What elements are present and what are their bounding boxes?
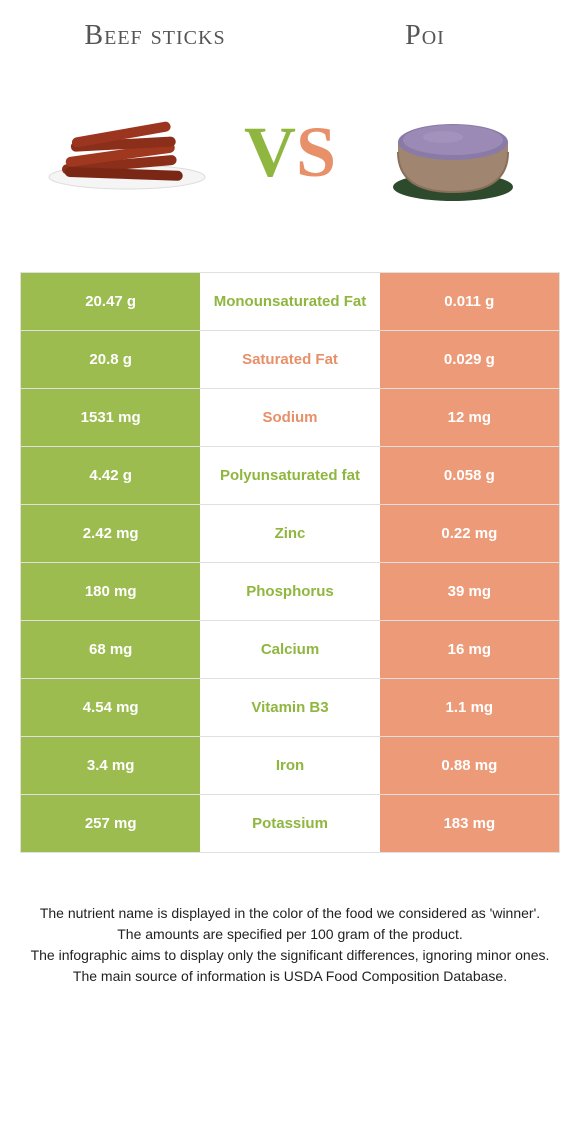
value-right: 0.058 g — [380, 447, 559, 504]
food-title-right: Poi — [290, 20, 560, 52]
vs-s: S — [296, 112, 336, 192]
value-left: 3.4 mg — [21, 737, 200, 794]
images-row: VS — [0, 62, 580, 242]
nutrient-row: 1531 mgSodium12 mg — [21, 388, 559, 446]
value-left: 68 mg — [21, 621, 200, 678]
nutrient-row: 20.8 gSaturated Fat0.029 g — [21, 330, 559, 388]
value-right: 0.011 g — [380, 273, 559, 330]
value-right: 16 mg — [380, 621, 559, 678]
nutrient-label: Iron — [200, 737, 379, 794]
food-title-left: Beef sticks — [20, 20, 290, 52]
value-left: 4.42 g — [21, 447, 200, 504]
nutrient-table: 20.47 gMonounsaturated Fat0.011 g20.8 gS… — [20, 272, 560, 853]
nutrient-label: Calcium — [200, 621, 379, 678]
nutrient-label: Polyunsaturated fat — [200, 447, 379, 504]
nutrient-label: Saturated Fat — [200, 331, 379, 388]
beef-sticks-image — [20, 82, 234, 222]
footnote-line: The nutrient name is displayed in the co… — [20, 903, 560, 924]
value-left: 180 mg — [21, 563, 200, 620]
nutrient-row: 20.47 gMonounsaturated Fat0.011 g — [21, 272, 559, 330]
value-left: 4.54 mg — [21, 679, 200, 736]
nutrient-label: Zinc — [200, 505, 379, 562]
nutrient-row: 257 mgPotassium183 mg — [21, 794, 559, 852]
nutrient-label: Potassium — [200, 795, 379, 852]
nutrient-label: Monounsaturated Fat — [200, 273, 379, 330]
nutrient-label: Phosphorus — [200, 563, 379, 620]
value-right: 39 mg — [380, 563, 559, 620]
footnotes: The nutrient name is displayed in the co… — [0, 873, 580, 1047]
nutrient-row: 4.54 mgVitamin B31.1 mg — [21, 678, 559, 736]
vs-v: V — [244, 112, 296, 192]
value-right: 12 mg — [380, 389, 559, 446]
footnote-line: The main source of information is USDA F… — [20, 966, 560, 987]
footnote-line: The infographic aims to display only the… — [20, 945, 560, 966]
value-left: 1531 mg — [21, 389, 200, 446]
value-left: 257 mg — [21, 795, 200, 852]
nutrient-row: 180 mgPhosphorus39 mg — [21, 562, 559, 620]
footnote-line: The amounts are specified per 100 gram o… — [20, 924, 560, 945]
value-right: 183 mg — [380, 795, 559, 852]
value-left: 20.8 g — [21, 331, 200, 388]
value-right: 0.22 mg — [380, 505, 559, 562]
value-right: 1.1 mg — [380, 679, 559, 736]
nutrient-row: 68 mgCalcium16 mg — [21, 620, 559, 678]
nutrient-label: Vitamin B3 — [200, 679, 379, 736]
value-right: 0.029 g — [380, 331, 559, 388]
nutrient-row: 4.42 gPolyunsaturated fat0.058 g — [21, 446, 559, 504]
nutrient-row: 2.42 mgZinc0.22 mg — [21, 504, 559, 562]
header: Beef sticks Poi — [0, 0, 580, 62]
vs-label: VS — [244, 116, 336, 188]
value-left: 2.42 mg — [21, 505, 200, 562]
value-left: 20.47 g — [21, 273, 200, 330]
poi-image — [346, 82, 560, 222]
nutrient-label: Sodium — [200, 389, 379, 446]
value-right: 0.88 mg — [380, 737, 559, 794]
nutrient-row: 3.4 mgIron0.88 mg — [21, 736, 559, 794]
